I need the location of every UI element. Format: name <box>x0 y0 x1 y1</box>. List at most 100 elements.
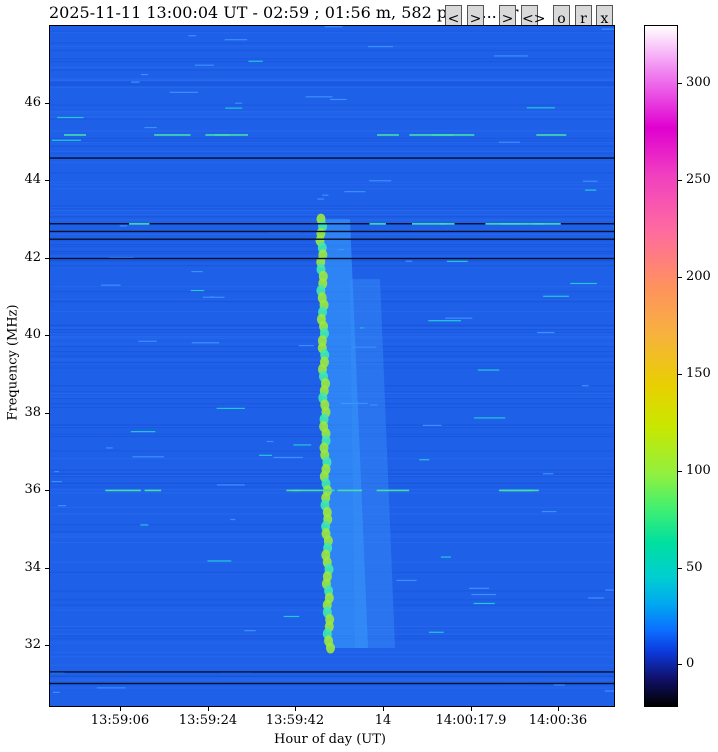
background-band <box>50 162 614 164</box>
rfi-streak <box>498 141 521 143</box>
rfi-bright-segment <box>536 134 567 136</box>
background-band <box>50 82 614 84</box>
rfi-streak <box>582 180 598 182</box>
background-band <box>50 31 614 33</box>
rfi-streak <box>58 505 67 507</box>
rfi-streak <box>477 369 500 371</box>
rfi-streak <box>266 440 274 443</box>
rfi-dark-line <box>50 671 614 673</box>
rfi-streak <box>293 444 312 446</box>
rfi-bright-segment <box>105 489 141 492</box>
background-band <box>50 81 614 83</box>
colorbar-tick <box>678 276 682 278</box>
background-band <box>50 112 614 114</box>
rfi-streak <box>428 320 462 322</box>
rfi-streak <box>613 226 614 228</box>
y-tick <box>45 490 49 491</box>
y-tick-label: 32 <box>24 637 41 652</box>
rfi-streak <box>248 60 263 62</box>
background-band <box>50 118 614 120</box>
rfi-bright-segment <box>369 223 386 225</box>
rfi-streak <box>553 684 565 686</box>
colorbar-tick-label: 200 <box>686 268 711 284</box>
rfi-streak <box>344 191 366 193</box>
rfi-streak <box>359 327 365 329</box>
rfi-streak <box>131 81 140 83</box>
background-band <box>50 104 614 106</box>
rfi-streak <box>109 257 134 259</box>
rfi-streak <box>473 602 495 605</box>
spectrogram-plot[interactable] <box>49 25 615 707</box>
rfi-streak <box>587 597 605 599</box>
rfi-streak <box>273 456 303 459</box>
rfi-streak <box>190 289 205 292</box>
rfi-dark-line <box>50 238 614 240</box>
y-tick <box>45 102 49 104</box>
rfi-streak <box>369 404 378 406</box>
background-band <box>50 216 614 218</box>
rfi-bright-segment <box>523 223 544 225</box>
rfi-dark-line <box>50 157 614 159</box>
y-tick-label: 34 <box>24 559 41 575</box>
rfi-streak <box>352 346 377 348</box>
rfi-bright-segment <box>214 134 231 136</box>
background-band <box>50 69 614 71</box>
colorbar-tick-label: 150 <box>686 365 711 381</box>
rfi-streak <box>601 28 614 30</box>
background-band <box>50 111 614 113</box>
background-band <box>50 172 614 174</box>
y-tick-label: 40 <box>24 327 41 342</box>
colorbar-tick <box>678 470 682 472</box>
background-band <box>50 213 614 215</box>
background-band <box>50 664 614 666</box>
x-tick-label: 13:59:06 <box>90 713 150 728</box>
rfi-streak <box>367 45 394 48</box>
rfi-streak <box>57 116 84 119</box>
rfi-streak <box>106 447 113 449</box>
y-tick <box>45 335 49 336</box>
rfi-streak <box>188 35 197 37</box>
rfi-streak <box>396 579 417 582</box>
rfi-streak <box>101 284 121 286</box>
rfi-streak <box>570 282 597 285</box>
rfi-streak <box>405 260 413 262</box>
colorbar-tick-label: 250 <box>686 172 711 187</box>
background-band <box>50 107 614 109</box>
background-band <box>50 145 614 147</box>
y-tick-label: 44 <box>24 172 41 187</box>
background-band <box>50 84 614 86</box>
background-band <box>50 67 614 69</box>
background-band <box>50 678 614 680</box>
rfi-streak <box>169 91 198 93</box>
x-tick-label: 13:59:24 <box>178 713 238 728</box>
y-tick <box>45 412 49 414</box>
rfi-streak <box>324 26 343 28</box>
background-band <box>50 117 614 119</box>
burst-haze-secondary <box>350 279 395 649</box>
rfi-streak <box>138 340 157 342</box>
background-band <box>50 207 614 209</box>
rfi-streak <box>216 484 245 486</box>
background-band <box>50 30 614 32</box>
background-band <box>50 46 614 48</box>
x-tick <box>558 707 559 711</box>
background-band <box>50 141 614 143</box>
background-band <box>50 205 614 207</box>
rfi-streak <box>140 524 149 526</box>
x-tick-label: 14:00:36 <box>528 713 588 728</box>
background-band <box>50 209 614 211</box>
rfi-streak <box>368 180 392 182</box>
burst-blob <box>325 642 335 654</box>
rfi-bright-segment <box>129 223 150 225</box>
rfi-bright-segment <box>498 489 534 492</box>
y-tick <box>45 180 49 181</box>
rfi-streak <box>474 417 506 419</box>
background-band <box>50 115 614 117</box>
x-tick-label: 13:59:42 <box>265 713 325 728</box>
rfi-streak <box>283 615 300 618</box>
x-axis-label: Hour of day (UT) <box>274 732 386 747</box>
colorbar-tick-label: 50 <box>686 559 703 575</box>
background-band <box>50 208 614 210</box>
rfi-streak <box>305 96 333 98</box>
rfi-streak <box>422 424 442 426</box>
